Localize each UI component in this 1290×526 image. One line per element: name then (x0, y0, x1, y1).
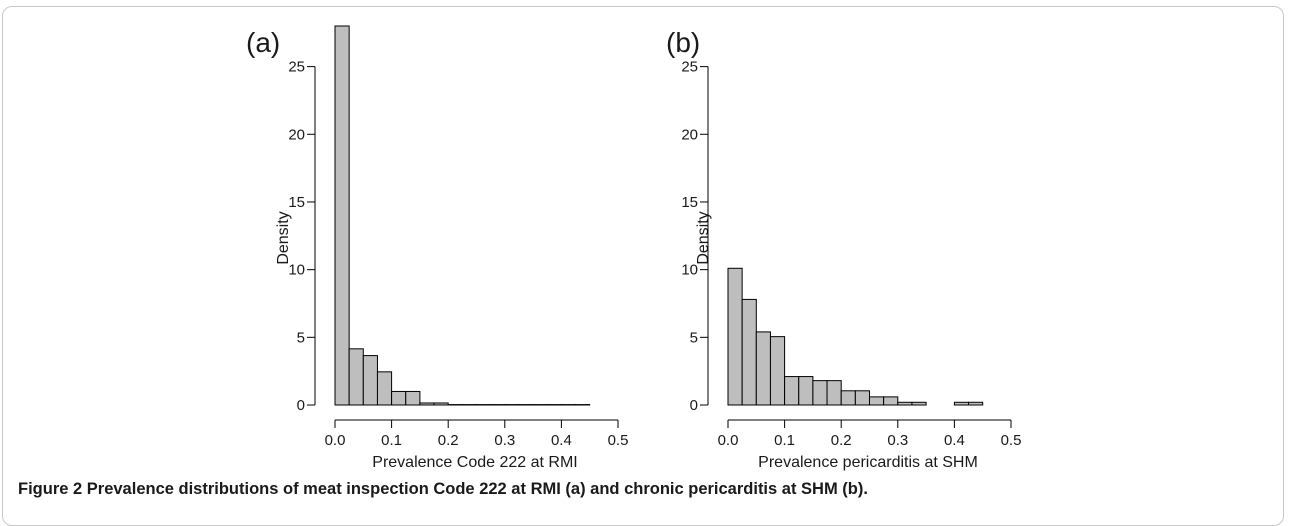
histogram-bar (335, 26, 349, 405)
histogram-bar (434, 403, 448, 405)
panel-label-b: (b) (666, 27, 700, 58)
figure-caption: Figure 2 Prevalence distributions of mea… (18, 480, 868, 499)
histogram-bar (392, 391, 406, 405)
y-tick-label: 20 (681, 126, 698, 143)
y-tick-label: 15 (681, 194, 698, 211)
histogram-bar (841, 391, 855, 405)
bars-a (335, 26, 590, 405)
histogram-bar (756, 332, 770, 405)
histogram-bar (799, 377, 813, 405)
histogram-panel-b: (b) Density Prevalence pericarditis at S… (666, 27, 1021, 471)
histogram-bar (349, 349, 363, 405)
x-tick-label: 0.2 (438, 432, 459, 449)
x-tick-label: 0.5 (1001, 432, 1022, 449)
x-tick-label: 0.3 (887, 432, 908, 449)
histogram-bar (363, 356, 377, 405)
histogram-bar (742, 299, 756, 405)
histogram-bar (813, 381, 827, 405)
caption-text: Prevalence distributions of meat inspect… (87, 480, 868, 498)
x-tick-label: 0.0 (718, 432, 739, 449)
bars-b (728, 268, 983, 405)
x-axis-label-b: Prevalence pericarditis at SHM (758, 454, 978, 471)
histogram-bar (954, 402, 968, 405)
histogram-bar (969, 402, 983, 405)
y-tick-label: 20 (288, 126, 305, 143)
x-tick-label: 0.4 (944, 432, 965, 449)
y-tick-label: 10 (288, 262, 305, 279)
y-tick-label: 0 (297, 397, 305, 414)
x-tick-label: 0.1 (381, 432, 402, 449)
histogram-bar (785, 377, 799, 405)
x-tick-label: 0.4 (551, 432, 572, 449)
y-tick-label: 15 (288, 194, 305, 211)
histogram-bar (420, 403, 434, 405)
histogram-bar (728, 268, 742, 405)
x-tick-label: 0.5 (608, 432, 629, 449)
x-axis-label-a: Prevalence Code 222 at RMI (372, 454, 577, 471)
caption-label: Figure 2 (18, 480, 82, 498)
histogram-bar (855, 391, 869, 405)
x-tick-label: 0.0 (325, 432, 346, 449)
y-tick-label: 5 (297, 329, 305, 346)
x-tick-label: 0.1 (774, 432, 795, 449)
histogram-bar (884, 397, 898, 405)
y-tick-label: 0 (690, 397, 698, 414)
y-tick-label: 25 (288, 59, 305, 76)
y-axis-label-a: Density (275, 211, 292, 264)
x-axis-b: 0.0 0.1 0.2 0.3 0.4 0.5 (718, 420, 1022, 449)
y-axis-label-b: Density (695, 211, 712, 264)
histogram-bar (406, 391, 420, 405)
histogram-bar (912, 402, 926, 405)
histogram-bar (870, 397, 884, 405)
y-tick-label: 10 (681, 262, 698, 279)
y-tick-label: 5 (690, 329, 698, 346)
x-tick-label: 0.3 (494, 432, 515, 449)
histogram-panel-a: (a) Density Prevalence Code 222 at RMI 0… (246, 26, 628, 471)
x-tick-label: 0.2 (831, 432, 852, 449)
x-axis-a: 0.0 0.1 0.2 0.3 0.4 0.5 (325, 420, 629, 449)
histogram-bar (898, 402, 912, 405)
histogram-bar (377, 372, 391, 405)
y-axis-a: 0 5 10 15 20 25 (288, 59, 315, 414)
histogram-bar (770, 337, 784, 405)
panel-label-a: (a) (246, 27, 280, 58)
y-tick-label: 25 (681, 59, 698, 76)
histogram-bar (827, 381, 841, 405)
